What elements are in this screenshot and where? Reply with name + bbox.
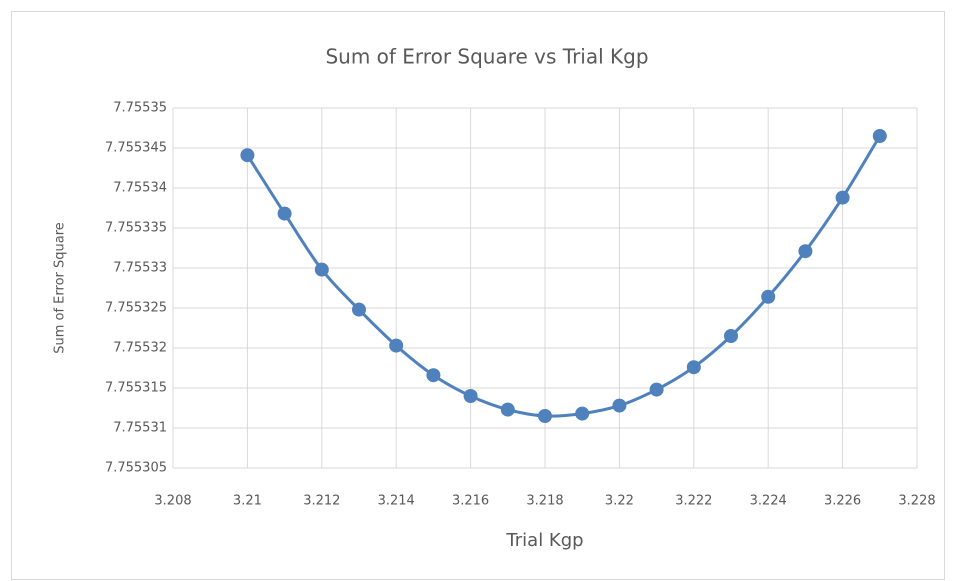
data-point — [500, 402, 515, 417]
data-point — [426, 368, 441, 383]
data-point — [649, 382, 664, 397]
data-point — [835, 190, 850, 205]
data-point — [314, 262, 329, 277]
x-tick-label: 3.208 — [154, 494, 191, 509]
y-tick-label: 7.75532 — [113, 341, 167, 356]
data-point — [352, 302, 366, 317]
y-tick-label: 7.75531 — [113, 421, 167, 436]
x-tick-label: 3.22 — [605, 494, 634, 509]
y-tick-label: 7.75533 — [113, 261, 167, 276]
y-tick-label: 7.755335 — [105, 221, 167, 236]
x-tick-label: 3.226 — [824, 494, 861, 509]
data-point — [575, 406, 590, 421]
x-tick-label: 3.216 — [452, 494, 489, 509]
x-axis-label: Trial Kgp — [505, 530, 583, 551]
data-point — [761, 289, 776, 304]
x-tick-label: 3.218 — [526, 494, 563, 509]
x-tick-label: 3.222 — [675, 494, 712, 509]
y-tick-label: 7.755315 — [105, 381, 167, 396]
series-line — [246, 135, 882, 418]
x-tick-label: 3.214 — [378, 494, 415, 509]
y-tick-label: 7.755305 — [105, 461, 167, 476]
x-tick-label: 3.212 — [303, 494, 340, 509]
data-point — [389, 338, 404, 353]
data-point — [538, 409, 552, 423]
y-tick-label: 7.755325 — [105, 301, 167, 316]
data-point — [798, 244, 813, 259]
data-point — [872, 129, 887, 143]
data-point — [724, 329, 738, 343]
x-tick-label: 3.224 — [750, 494, 787, 509]
chart-border — [11, 11, 945, 580]
data-point — [240, 148, 255, 163]
y-tick-label: 7.75535 — [113, 101, 167, 116]
x-tick-label: 3.21 — [233, 494, 262, 509]
chart-title: Sum of Error Square vs Trial Kgp — [325, 45, 648, 69]
y-tick-label: 7.755345 — [105, 141, 167, 156]
data-point — [686, 360, 701, 375]
data-point — [277, 206, 292, 221]
x-tick-label: 3.228 — [898, 494, 935, 509]
y-tick-label: 7.75534 — [113, 181, 167, 196]
data-point — [612, 398, 627, 413]
data-point — [463, 389, 478, 403]
y-axis-label: Sum of Error Square — [53, 222, 68, 354]
